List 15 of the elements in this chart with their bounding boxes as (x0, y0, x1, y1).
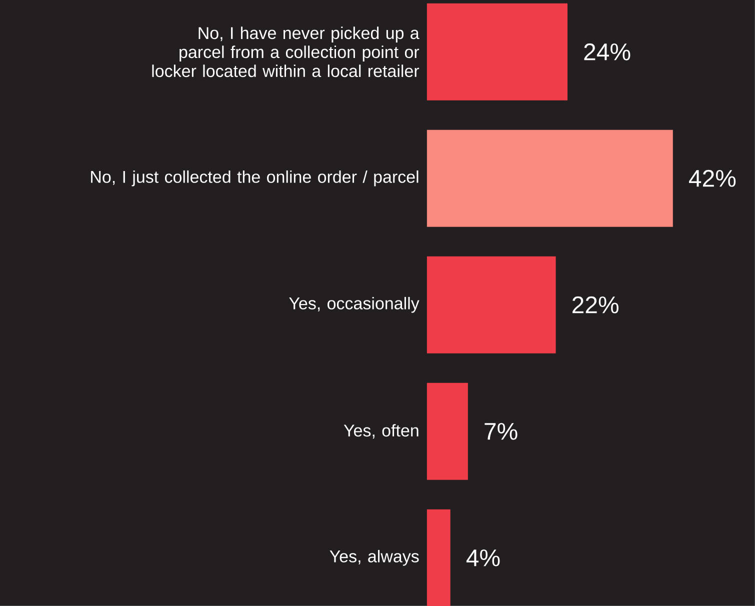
y-tick-label: Yes, always (330, 550, 419, 566)
bar (426, 130, 673, 227)
bar (426, 509, 450, 606)
y-tick-label: No, I have never picked up a parcel from a collection point or locker located within a local retailer (152, 26, 420, 77)
bar (426, 256, 556, 354)
y-tick-label: No, I just collected the online order / parcel (91, 170, 418, 186)
data-label: 24% (584, 43, 630, 60)
data-label: 7% (484, 422, 518, 440)
data-label: 42% (688, 170, 736, 187)
bar (426, 3, 568, 100)
data-label: 22% (572, 296, 618, 314)
y-tick-label: Yes, occasionally (289, 296, 420, 313)
bar (426, 382, 468, 480)
data-label: 4% (466, 549, 500, 566)
y-tick-label: Yes, often (344, 424, 418, 438)
